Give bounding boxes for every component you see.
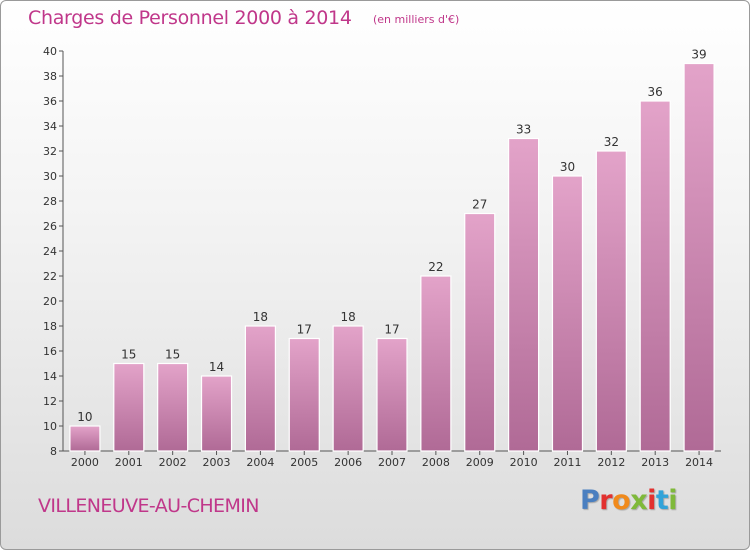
bar	[332, 325, 364, 452]
bar	[288, 337, 320, 452]
y-tick-label: 14	[43, 370, 57, 383]
bar	[69, 425, 101, 452]
y-tick-label: 10	[43, 420, 57, 433]
y-tick-label: 22	[43, 270, 57, 283]
data-label: 22	[428, 260, 443, 274]
x-tick-label: 2013	[641, 456, 669, 469]
y-tick-label: 20	[43, 295, 57, 308]
x-tick-label: 2005	[290, 456, 318, 469]
x-tick-label: 2010	[510, 456, 538, 469]
bar	[595, 150, 627, 452]
data-label: 15	[165, 348, 180, 362]
x-tick-label: 2003	[203, 456, 231, 469]
logo-letter: o	[612, 485, 631, 516]
data-label: 32	[604, 135, 619, 149]
data-label: 30	[560, 160, 575, 174]
bar	[639, 100, 671, 452]
chart-title: Charges de Personnel 2000 à 2014	[28, 7, 352, 29]
chart-subtitle: (en milliers d'€)	[373, 13, 460, 26]
y-tick-label: 34	[43, 120, 57, 133]
proxiti-logo: Proxiti	[580, 485, 678, 516]
y-tick-label: 28	[43, 195, 57, 208]
bar	[200, 375, 233, 452]
bar	[551, 175, 584, 452]
x-tick-label: 2007	[378, 456, 406, 469]
y-tick-label: 8	[50, 445, 57, 458]
bar	[376, 337, 408, 452]
y-tick-label: 18	[43, 320, 57, 333]
logo-letter: i	[647, 485, 656, 516]
bar	[113, 362, 145, 452]
bar	[244, 325, 276, 452]
data-label: 10	[77, 410, 92, 424]
x-tick-label: 2004	[246, 456, 274, 469]
x-tick-label: 2009	[466, 456, 494, 469]
data-label: 18	[253, 310, 268, 324]
place-name: VILLENEUVE-AU-CHEMIN	[38, 495, 259, 517]
data-label: 17	[384, 323, 399, 337]
bar	[464, 212, 496, 452]
bar	[683, 62, 715, 452]
logo-letter: i	[668, 485, 678, 516]
bar	[420, 275, 452, 452]
y-tick-label: 36	[43, 95, 57, 108]
data-label: 39	[691, 48, 706, 62]
logo-letter: P	[580, 485, 600, 516]
y-tick-label: 26	[43, 220, 57, 233]
x-tick-label: 2000	[71, 456, 99, 469]
data-label: 15	[121, 348, 136, 362]
y-tick-label: 32	[43, 145, 57, 158]
y-tick-label: 30	[43, 170, 57, 183]
y-tick-label: 38	[43, 70, 57, 83]
y-tick-label: 24	[43, 245, 57, 258]
x-tick-label: 2006	[334, 456, 362, 469]
data-label: 27	[472, 198, 487, 212]
x-tick-label: 2008	[422, 456, 450, 469]
data-label: 14	[209, 360, 224, 374]
data-label: 36	[648, 85, 663, 99]
data-label: 18	[340, 310, 355, 324]
data-label: 17	[297, 323, 312, 337]
logo-letter: t	[655, 485, 669, 516]
logo-letter: r	[599, 485, 613, 516]
logo-letter: x	[630, 485, 648, 516]
x-tick-label: 2014	[685, 456, 713, 469]
y-tick-label: 40	[43, 45, 57, 58]
bar	[508, 137, 540, 452]
x-tick-label: 2001	[115, 456, 143, 469]
bar	[157, 362, 189, 452]
x-tick-label: 2002	[159, 456, 187, 469]
y-tick-label: 12	[43, 395, 57, 408]
data-label: 33	[516, 123, 531, 137]
y-tick-label: 16	[43, 345, 57, 358]
x-tick-label: 2011	[553, 456, 581, 469]
x-tick-label: 2012	[597, 456, 625, 469]
